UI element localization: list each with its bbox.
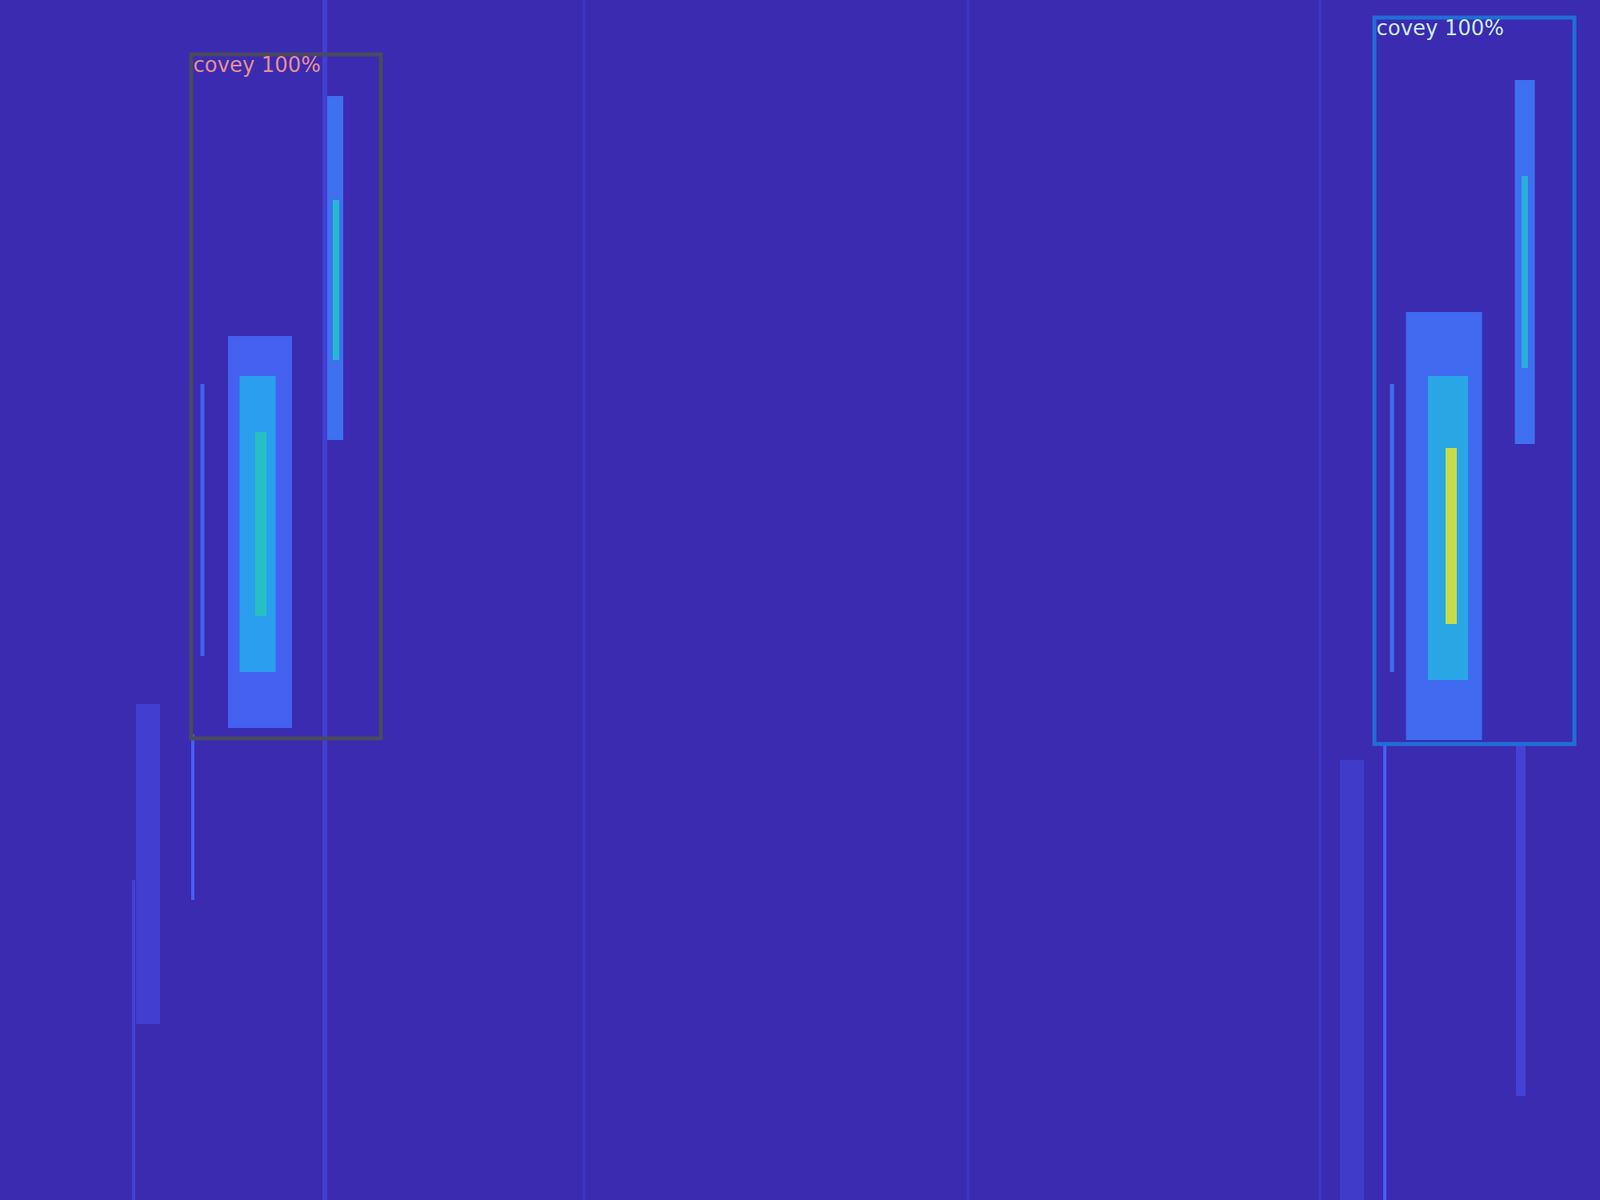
svg-text:covey 100%: covey 100% (193, 52, 322, 77)
svg-text:covey 100%: covey 100% (1376, 16, 1505, 40)
